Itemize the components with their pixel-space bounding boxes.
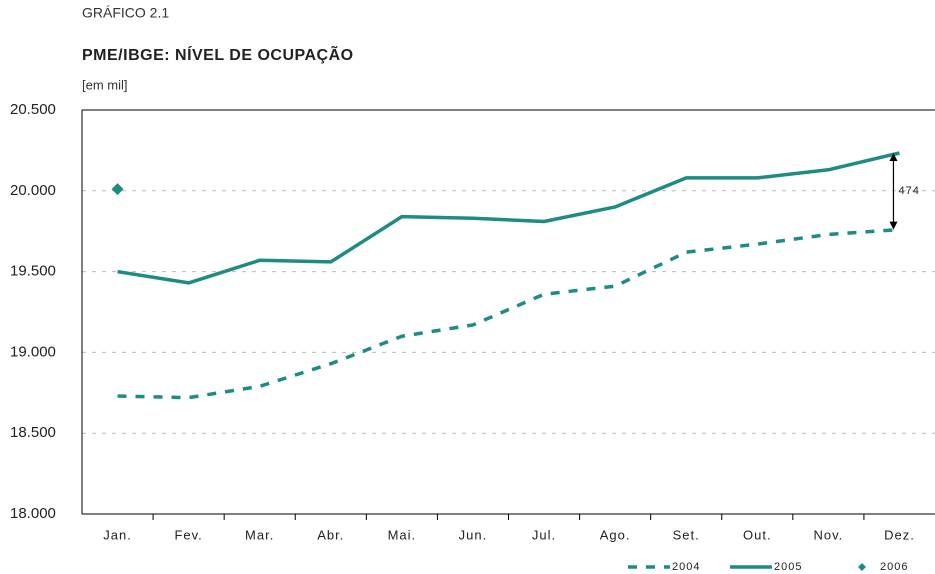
chart-label: GRÁFICO 2.1 — [82, 5, 169, 21]
x-tick-label: Jul. — [532, 527, 556, 542]
y-tick-label: 20.000 — [10, 182, 56, 199]
x-tick-label: Jun. — [459, 527, 488, 542]
x-tick-label: Ago. — [600, 527, 631, 542]
x-tick-label: Dez. — [884, 527, 915, 542]
y-tick-label: 18.000 — [10, 505, 56, 522]
arrow-head — [889, 152, 898, 161]
annotation: 474 — [898, 185, 919, 197]
legend-label: 2005 — [774, 561, 802, 573]
x-tick-label: Fev. — [174, 527, 202, 542]
x-tick-label: Set. — [673, 527, 700, 542]
x-tick-label: Nov. — [813, 527, 843, 542]
x-tick-label: Out. — [743, 527, 772, 542]
legend-label: 2004 — [672, 561, 700, 573]
chart-unit: [em mil] — [82, 77, 128, 92]
arrow-head — [889, 221, 898, 230]
x-tick-label: Mai. — [388, 527, 417, 542]
series-line — [117, 151, 900, 285]
legend-marker — [858, 563, 866, 571]
y-tick-label: 20.500 — [10, 101, 56, 118]
x-tick-label: Jan. — [103, 527, 132, 542]
y-tick-label: 19.500 — [10, 263, 56, 280]
legend-label: 2006 — [880, 561, 908, 573]
y-tick-label: 18.500 — [10, 424, 56, 441]
x-tick-label: Mar. — [245, 527, 274, 542]
series-line — [117, 227, 900, 400]
x-tick-label: Abr. — [317, 527, 344, 542]
point — [111, 183, 124, 196]
y-tick-label: 19.000 — [10, 343, 56, 360]
chart-title: PME/IBGE: NÍVEL DE OCUPAÇÃO — [82, 44, 354, 64]
